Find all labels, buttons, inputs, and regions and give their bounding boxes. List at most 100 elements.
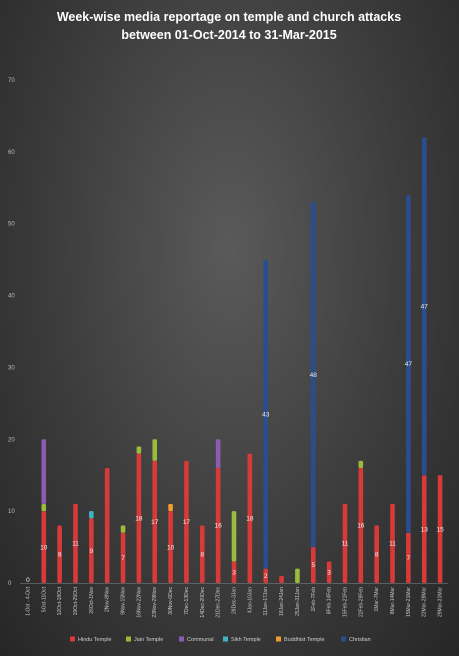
data-label: 7 (121, 555, 125, 562)
x-tick-label: 18Jan-24Jan (279, 587, 285, 616)
data-label: 10 (40, 544, 48, 551)
bar-segment-sikh-temple (89, 511, 94, 519)
bar-segment-jain-temple (295, 568, 300, 583)
data-label: 13 (421, 526, 429, 533)
data-label: 11 (342, 541, 349, 548)
bar-segment-christian (263, 259, 269, 569)
bar-segment-hindu-temple (310, 547, 316, 583)
data-label: 17 (151, 519, 159, 526)
x-tick-label: 14Dec-20Dec (200, 587, 206, 618)
y-tick-label: 50 (8, 222, 15, 228)
legend: Hindu Temple Jain Temple Communal Sikh Temp… (70, 636, 371, 643)
x-tick-label: 8Feb-14Feb (327, 587, 333, 614)
data-label: 2 (264, 573, 268, 580)
bar-segment-communal (41, 439, 47, 504)
bar-segment-christian (421, 137, 427, 476)
x-tick-label: 30Nov-6Dec (168, 587, 174, 615)
data-label: 16 (357, 523, 365, 530)
bar-segment-hindu-temple (406, 532, 411, 583)
data-label: 8 (58, 551, 62, 558)
bar-segment-hindu-temple (89, 518, 94, 583)
x-tick-label: 22Mar-28Mar (422, 587, 428, 617)
bar-segment-hindu-temple (358, 468, 364, 583)
x-tick-label: 11Jan-17Jan (263, 587, 269, 616)
y-tick-label: 60 (8, 150, 15, 156)
data-label: 8 (200, 551, 204, 558)
data-label: 11 (389, 541, 396, 548)
bar-segment-hindu-temple (342, 503, 348, 583)
x-tick-label: 28Dec-3Jan (232, 587, 238, 614)
bar-segment-hindu-temple (231, 561, 237, 583)
bar-segment-christian (310, 202, 316, 548)
bar-segment-communal (215, 439, 221, 469)
y-tick-label: 40 (8, 294, 15, 300)
data-label: 0 (26, 577, 30, 584)
legend-entry: Jain Temple (134, 637, 163, 643)
bar-segment-hindu-temple (199, 525, 205, 583)
x-tick-label: 23Nov-29Nov (152, 587, 158, 618)
data-labels: 0 10 8 11 9 7 18 17 10 17 8 16 3 18 2 43 5 48 3 11 16 8 11 7 47 1… (26, 304, 444, 584)
bar-series (41, 137, 443, 583)
bar-segment-hindu-temple (152, 460, 158, 583)
data-label: 3 (327, 569, 331, 576)
legend-swatch (276, 636, 281, 642)
bar-segment-hindu-temple (390, 503, 395, 583)
chart-title-line-2: between 01-Oct-2014 to 31-Mar-2015 (121, 28, 336, 42)
y-tick-label: 0 (8, 581, 12, 587)
y-tick-label: 70 (8, 78, 15, 84)
legend-swatch (341, 636, 346, 642)
data-label: 9 (90, 548, 94, 555)
data-label: 10 (167, 544, 175, 551)
legend-entry: Christian (349, 637, 371, 643)
bar-segment-hindu-temple (215, 468, 221, 583)
data-label: 15 (436, 526, 444, 533)
data-label: 7 (407, 555, 411, 562)
bar-segment-hindu-temple (184, 460, 189, 583)
y-axis: 0 10 20 30 40 50 60 70 (8, 78, 15, 587)
x-axis: 1-Oct - 4-Oct 5Oct-11Oct 12Oct-18Oct 19Oct-… (20, 583, 448, 618)
x-tick-label: 29Mar-31Mar (438, 587, 444, 617)
chart-title-line-1: Week-wise media reportage on temple and … (57, 10, 401, 24)
bar-segment-jain-temple (41, 503, 47, 512)
bar-segment-hindu-temple (326, 561, 332, 583)
x-tick-label: 1Mar-7Mar (374, 587, 380, 612)
bar-segment-hindu-temple (57, 525, 62, 583)
x-tick-label: 1-Oct - 4-Oct (25, 586, 31, 616)
bar-segment-hindu-temple (247, 453, 253, 583)
bar-segment-hindu-temple (73, 503, 78, 583)
bar-segment-hindu-temple (279, 575, 284, 583)
data-label: 17 (183, 519, 191, 526)
bar-segment-hindu-temple (120, 532, 126, 583)
data-label: 8 (375, 551, 379, 558)
y-tick-label: 10 (8, 509, 15, 515)
bar-segment-jain-temple (358, 460, 364, 469)
data-label: 47 (405, 361, 413, 368)
bar-segment-jain-temple (136, 446, 142, 454)
x-tick-label: 12Oct-18Oct (57, 586, 63, 615)
y-tick-label: 20 (8, 437, 15, 443)
bar-segment-hindu-temple (104, 468, 110, 583)
bar-segment-hindu-temple (168, 511, 173, 583)
bar-segment-hindu-temple (41, 511, 47, 583)
y-tick-label: 30 (8, 365, 15, 371)
legend-entry: Communal (187, 637, 214, 643)
legend-entry: Buddhist Temple (284, 637, 325, 643)
x-tick-label: 4Jan-10Jan (247, 587, 253, 613)
bar-segment-buddhist-temple (168, 503, 173, 512)
x-tick-label: 25Jan-31Jan (295, 587, 301, 616)
bar-segment-jain-temple (231, 511, 237, 562)
x-tick-label: 15Mar-21Mar (406, 587, 412, 617)
data-label: 43 (262, 411, 270, 418)
data-label: 3 (232, 569, 236, 576)
bar-segment-jain-temple (152, 439, 158, 461)
data-label: 48 (310, 372, 318, 379)
x-tick-label: 26Oct-1Nov (89, 587, 95, 614)
legend-swatch (126, 636, 131, 642)
data-label: 18 (246, 516, 254, 523)
bar-segment-jain-temple (120, 525, 126, 533)
legend-entry: Sikh Temple (231, 637, 261, 643)
x-tick-label: 19Oct-25Oct (73, 586, 79, 615)
x-tick-label: 16Nov-22Nov (136, 587, 142, 618)
